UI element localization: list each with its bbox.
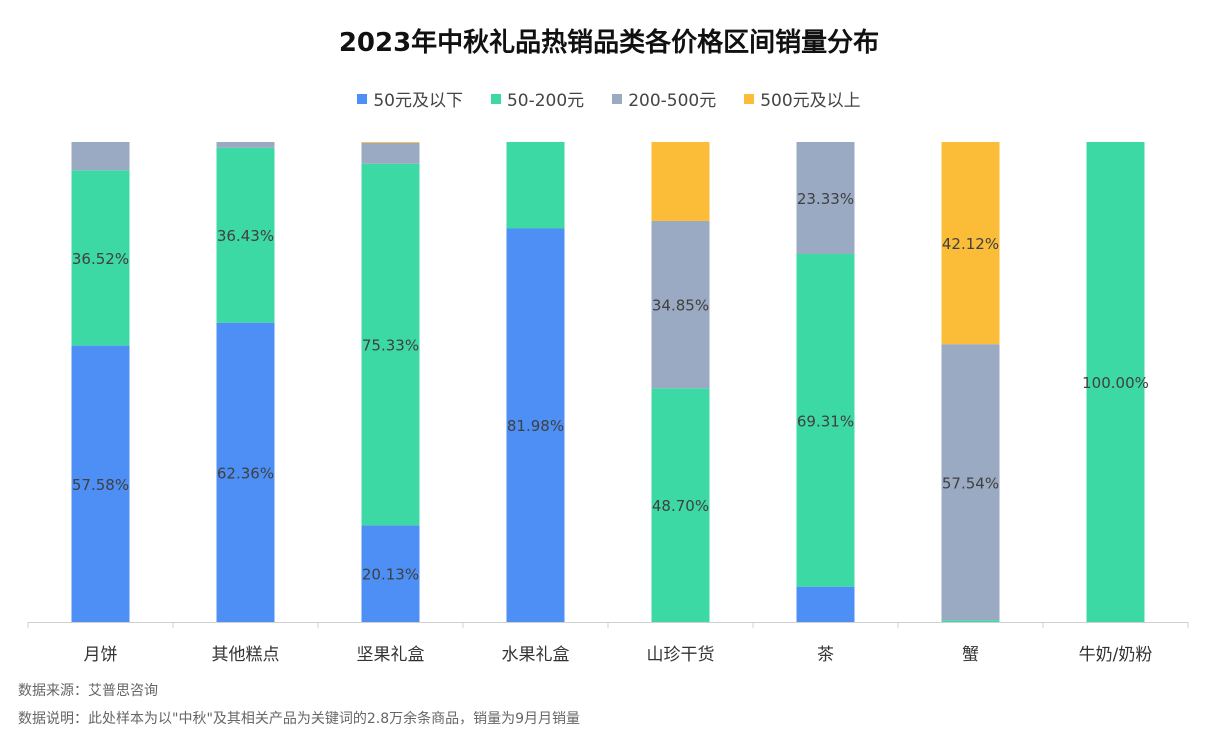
legend-swatch [612, 93, 623, 104]
bar-segment [216, 142, 275, 148]
legend-label: 50-200元 [506, 91, 585, 111]
source-note: 数据来源：艾普思咨询 [18, 683, 158, 699]
x-tick-label: 山珍干货 [647, 645, 715, 665]
bar-segment [506, 142, 565, 229]
bar-segment [941, 620, 1000, 622]
chart-title: 2023年中秋礼品热销品类各价格区间销量分布 [338, 28, 880, 58]
legend-item: 500元及以上 [744, 86, 861, 111]
legend-swatch [744, 93, 755, 104]
legend: 50元及以下 50-200元 200-500元 500元及以上 [0, 86, 1218, 111]
data-label: 62.36% [217, 464, 274, 482]
data-label: 81.98% [507, 417, 564, 435]
data-label: 36.43% [217, 227, 274, 245]
description-note: 数据说明：此处样本为以"中秋"及其相关产品为关键词的2.8万余条商品，销量为9月… [18, 711, 581, 727]
x-tick-label: 水果礼盒 [502, 645, 570, 665]
bar-segment [216, 147, 275, 323]
bar-segment [71, 170, 130, 346]
data-label: 75.33% [362, 337, 419, 355]
bar-segment [361, 163, 420, 526]
data-label: 34.85% [652, 297, 709, 315]
bar-segment [941, 142, 1000, 345]
data-label: 36.52% [72, 250, 129, 268]
x-tick-label: 坚果礼盒 [357, 645, 425, 665]
bar-segment [506, 228, 565, 622]
bar-segment [361, 142, 420, 164]
x-tick-label: 其他糕点 [212, 645, 280, 665]
data-label: 100.00% [1082, 374, 1149, 392]
legend-item: 50元及以下 [357, 86, 463, 111]
bar-segment [216, 322, 275, 622]
data-label: 57.54% [942, 474, 999, 492]
legend-swatch [357, 93, 368, 104]
bar-segment [71, 345, 130, 622]
x-tick-label: 茶 [817, 645, 834, 665]
bar-segment [796, 586, 855, 622]
bar-segment [651, 220, 710, 389]
legend-label: 50元及以下 [373, 91, 463, 111]
legend-label: 500元及以上 [760, 91, 861, 111]
legend-item: 50-200元 [490, 86, 585, 111]
x-tick-label: 牛奶/奶粉 [1079, 645, 1153, 665]
bar-segment [796, 253, 855, 587]
bar-segment [71, 142, 130, 171]
bar-segment [651, 388, 710, 622]
data-label: 42.12% [942, 235, 999, 253]
data-label: 20.13% [362, 566, 419, 584]
legend-swatch [490, 93, 501, 104]
bar-segment [1086, 142, 1145, 622]
bar-segment [361, 142, 420, 143]
legend-item: 200-500元 [612, 86, 716, 111]
bar-segment [361, 525, 420, 622]
data-label: 57.58% [72, 476, 129, 494]
x-tick-label: 蟹 [962, 645, 979, 665]
bar-segment [651, 142, 710, 221]
x-tick-label: 月饼 [84, 645, 118, 665]
data-label: 23.33% [797, 190, 854, 208]
data-label: 69.31% [797, 412, 854, 430]
data-label: 48.70% [652, 497, 709, 515]
legend-label: 200-500元 [628, 91, 717, 111]
bar-segment [796, 142, 855, 254]
bar-segment [941, 344, 1000, 621]
